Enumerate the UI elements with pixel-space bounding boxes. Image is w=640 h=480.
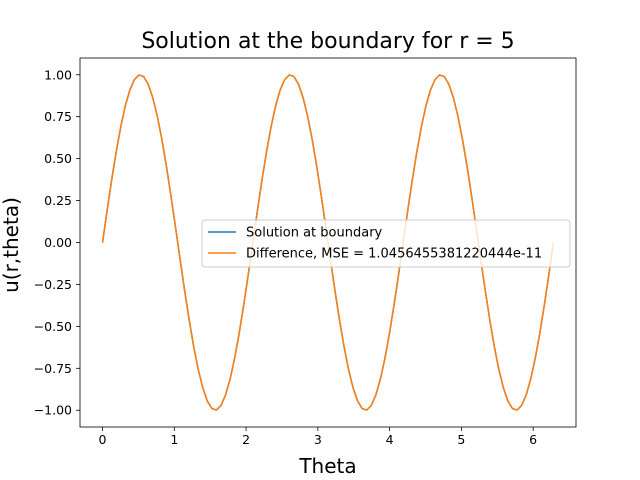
y-tick-label-7: 0.75 bbox=[44, 109, 72, 124]
y-tick-label-5: 0.25 bbox=[44, 193, 72, 208]
legend: Solution at boundary Difference, MSE = 1.… bbox=[201, 219, 571, 268]
y-tick-label-2: −0.50 bbox=[34, 319, 72, 334]
y-tick-label-4: 0.00 bbox=[44, 235, 72, 250]
legend-box bbox=[201, 219, 571, 268]
x-tick-label-3: 3 bbox=[314, 432, 322, 447]
y-tick-label-8: 1.00 bbox=[44, 67, 72, 82]
x-tick-label-6: 6 bbox=[529, 432, 537, 447]
y-tick-label-0: −1.00 bbox=[34, 403, 72, 418]
y-tick-label-6: 0.50 bbox=[44, 151, 72, 166]
x-tick-label-1: 1 bbox=[170, 432, 178, 447]
y-axis-label: u(r,theta) bbox=[0, 197, 23, 293]
x-tick-label-5: 5 bbox=[457, 432, 465, 447]
y-tick-label-3: −0.25 bbox=[34, 277, 72, 292]
legend-label-2: Difference, MSE = 1.0456455381220444e-11 bbox=[246, 247, 542, 262]
x-tick-label-4: 4 bbox=[386, 432, 394, 447]
chart-title: Solution at the boundary for r = 5 bbox=[141, 29, 514, 54]
legend-label-1: Solution at boundary bbox=[246, 226, 383, 241]
x-axis-label: Theta bbox=[298, 454, 356, 478]
plot-area: 0 1 2 3 4 5 6 −1.00 −0.75 −0.50 −0.25 0.00 0.25 0.50 0… bbox=[34, 57, 577, 447]
y-tick-label-1: −0.75 bbox=[34, 361, 72, 376]
x-tick-label-0: 0 bbox=[99, 432, 107, 447]
x-tick-label-2: 2 bbox=[242, 432, 250, 447]
